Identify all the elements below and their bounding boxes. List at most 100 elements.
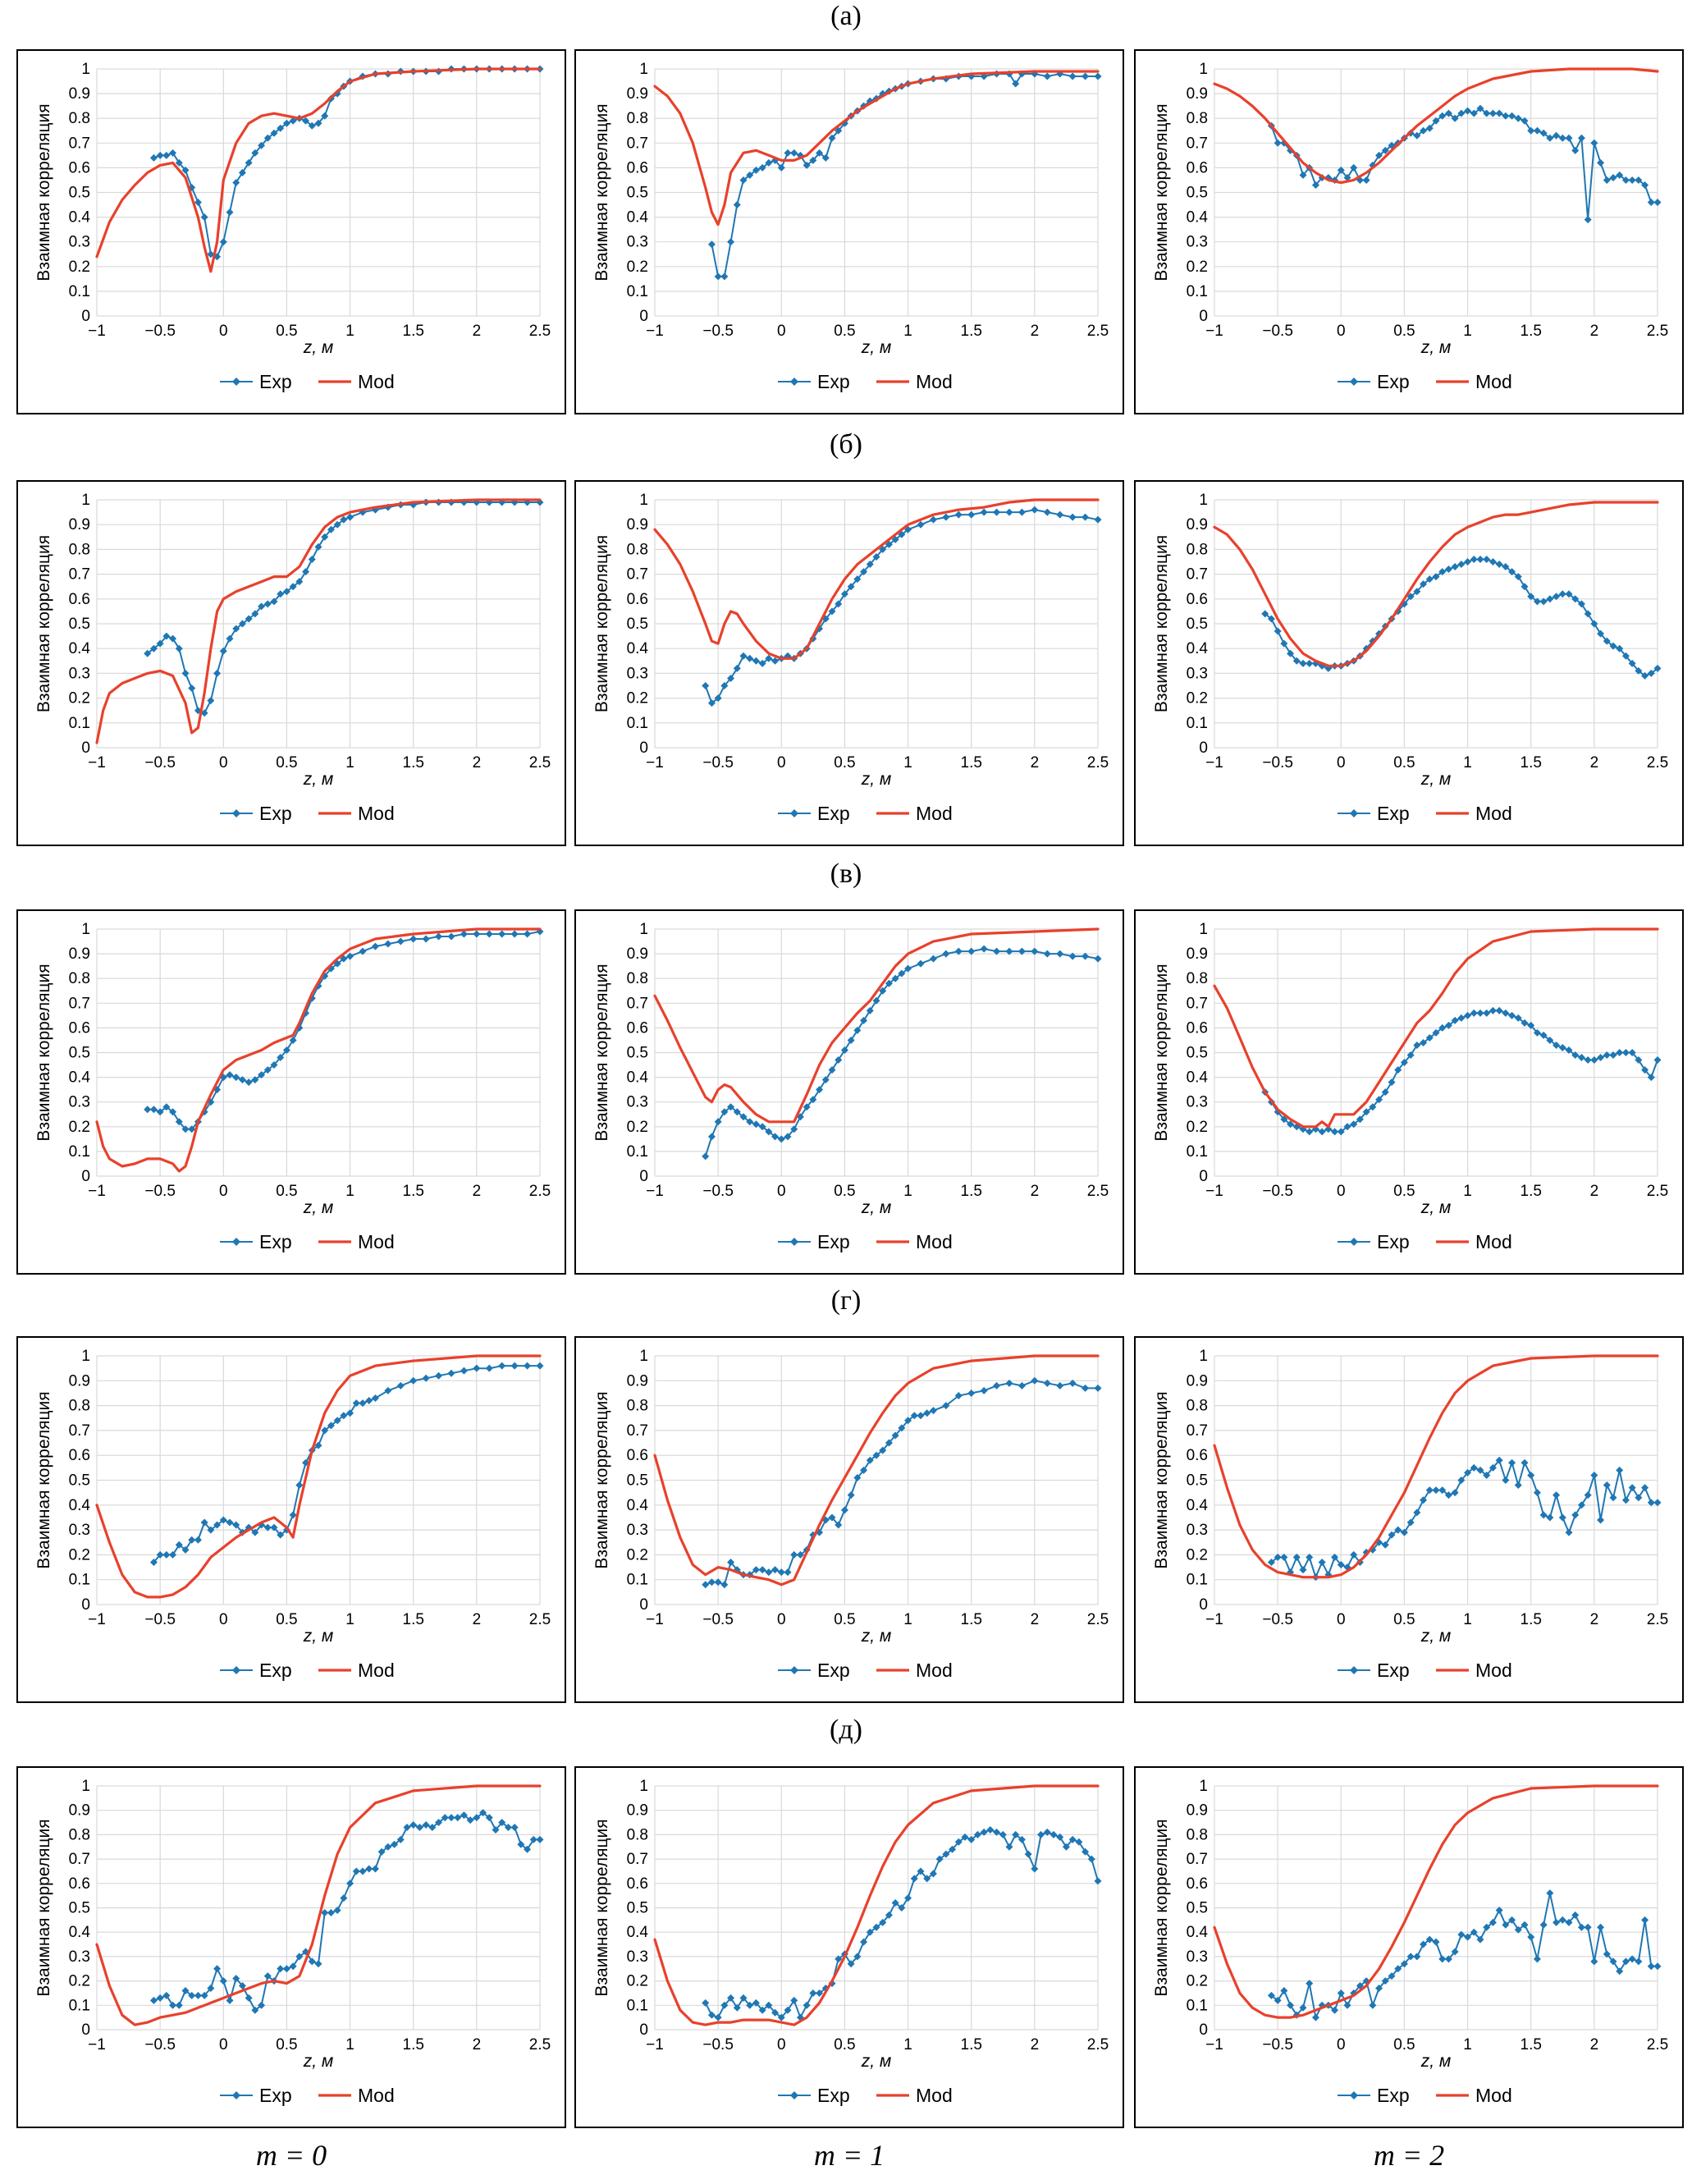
data-point-exp [277,124,285,132]
data-point-exp [967,1389,976,1397]
data-point-exp [1647,199,1655,207]
y-tick-label: 0.9 [69,945,90,963]
x-axis-label: z, м [303,338,334,357]
y-tick-label: 0.4 [627,1924,649,1941]
data-point-exp [321,1426,329,1435]
data-point-exp [384,1843,392,1851]
data-point-exp [175,644,183,652]
data-point-exp [1521,583,1529,591]
data-point-exp [1489,558,1497,565]
data-point-exp [1590,1957,1598,1966]
data-point-exp [1299,659,1307,667]
data-point-exp [1635,1957,1643,1966]
data-point-exp [860,568,868,576]
column-label: m = 1 [813,2139,885,2172]
data-point-exp [238,168,246,176]
series-line-mod [1213,501,1659,667]
data-point-exp [942,513,950,521]
data-point-exp [872,552,880,561]
data-point-exp [1292,657,1301,665]
data-point-exp [910,1412,918,1420]
data-point-exp [910,1875,918,1883]
data-point-exp [765,2001,773,2009]
x-axis-label: z, м [1420,1198,1452,1217]
x-tick-label: 2.5 [529,323,551,340]
x-axis-label: z, м [861,1198,892,1217]
data-point-exp [1274,1996,1282,2004]
x-tick-label: 2 [1590,323,1599,340]
data-point-exp [359,1399,367,1408]
y-tick-label: 0.7 [627,1851,648,1868]
chart-svg: 0 0.1 0.2 0.3 0.4 0.5 0.6 0.7 0.8 0.9 1 −1 −0.5 0 0.5 1… [1152,1348,1668,1681]
data-point-exp [765,1568,773,1577]
data-point-exp [1597,630,1605,638]
data-point-exp [847,1036,855,1044]
data-point-exp [1514,1481,1522,1490]
data-point-exp [1425,1935,1434,1944]
data-point-exp [1420,126,1428,135]
chart-svg: 0 0.1 0.2 0.3 0.4 0.5 0.6 0.7 0.8 0.9 1 −1 −0.5 0 0.5 1… [1152,61,1668,392]
x-tick-label: 2 [473,754,482,771]
data-point-exp [226,634,234,643]
y-tick-label: 0.7 [1187,1851,1208,1868]
x-tick-label: 1 [345,1611,354,1628]
y-tick-label: 0.5 [69,1045,90,1062]
data-point-exp [282,119,290,127]
data-point-exp [510,930,519,938]
x-tick-label: 2.5 [1647,1611,1668,1628]
data-point-exp [1571,1911,1580,1919]
y-tick-label: 0.4 [69,640,91,657]
row-label: (б) [830,429,862,460]
data-point-exp [219,1074,227,1082]
data-point-exp [1628,659,1636,667]
data-point-exp [340,1894,348,1902]
y-tick-label: 0.7 [69,995,90,1012]
x-tick-label: 1.5 [961,754,982,771]
data-point-exp [524,1362,532,1370]
column-label: m = 0 [255,2139,327,2172]
x-tick-label: 1 [903,323,912,340]
x-tick-label: −0.5 [702,2036,734,2054]
legend-label-mod: Mod [1475,371,1512,392]
y-tick-label: 0.6 [627,591,648,608]
series-line-mod [653,70,1100,227]
data-point-exp [1451,114,1459,122]
data-point-exp [454,1814,462,1822]
data-point-exp [847,583,855,591]
x-tick-label: 1 [1463,323,1472,340]
y-tick-label: 0.3 [1187,1094,1208,1111]
legend: Exp Mod [778,371,953,392]
data-point-exp [1483,555,1491,563]
data-point-exp [428,1823,437,1831]
data-point-exp [1495,109,1503,117]
data-point-exp [1539,1921,1548,1929]
data-point-exp [1292,1553,1301,1561]
data-point-exp [1565,1528,1573,1536]
data-point-exp [1565,590,1573,598]
data-point-exp [733,664,741,672]
data-point-exp [245,1078,253,1087]
data-point-exp [1476,555,1484,563]
data-point-exp [213,1965,222,1973]
data-point-exp [891,535,899,543]
data-point-exp [1476,1935,1484,1944]
legend-label-exp: Exp [259,1231,292,1252]
data-point-exp [1337,1989,1345,1997]
data-point-exp [149,1558,158,1566]
legend-label-mod: Mod [1475,1231,1512,1252]
data-point-exp [524,1845,532,1853]
chart-panel: 0 0.1 0.2 0.3 0.4 0.5 0.6 0.7 0.8 0.9 1 −1 −0.5 0 0.5 1… [1134,480,1684,846]
data-point-exp [289,583,297,591]
chart-svg: 0 0.1 0.2 0.3 0.4 0.5 0.6 0.7 0.8 0.9 1 −1 −0.5 0 0.5 1… [34,61,551,392]
data-point-exp [790,1550,798,1559]
data-point-exp [1470,1928,1478,1936]
legend-label-mod: Mod [358,2085,395,2106]
data-point-exp [1082,513,1090,521]
data-point-exp [1489,1918,1497,1926]
y-axis-label: Взаимная корреляция [592,1391,611,1568]
data-point-exp [1476,1466,1484,1474]
chart-panel: 0 0.1 0.2 0.3 0.4 0.5 0.6 0.7 0.8 0.9 1 −1 −0.5 0 0.5 1… [1134,1336,1684,1703]
data-point-exp [270,129,278,137]
x-tick-label: −1 [88,1611,106,1628]
legend-marker-exp [232,809,240,817]
